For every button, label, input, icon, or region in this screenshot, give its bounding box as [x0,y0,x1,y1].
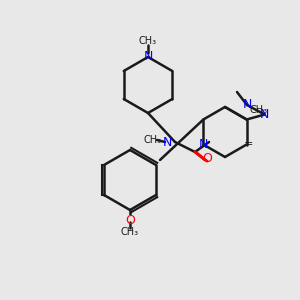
Text: N: N [260,108,269,121]
Text: N: N [143,50,153,64]
Text: N: N [199,138,208,151]
Text: CH₃: CH₃ [144,135,162,145]
Text: CH₃: CH₃ [121,227,139,237]
Text: =: = [244,140,253,149]
Text: O: O [125,214,135,226]
Text: N: N [162,136,172,148]
Text: N: N [242,98,252,112]
Text: CH₃: CH₃ [139,36,157,46]
Text: O: O [202,152,212,164]
Text: CH₃: CH₃ [250,105,268,115]
